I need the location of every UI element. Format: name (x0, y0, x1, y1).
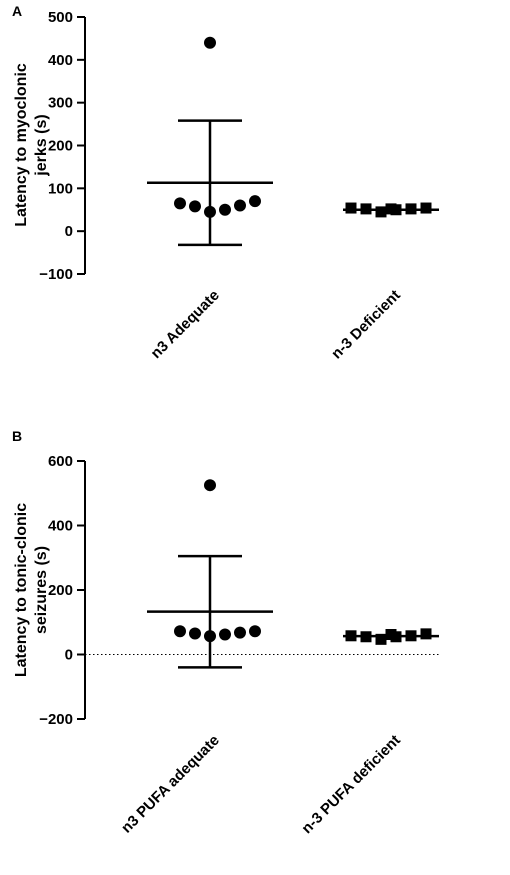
panel-letter: B (12, 428, 22, 444)
data-point (234, 626, 246, 639)
y-tick-label: 0 (65, 223, 73, 240)
category-label: n3 Adequate (148, 287, 223, 362)
data-point (249, 625, 261, 638)
y-axis-label-line: jerks (s) (33, 114, 50, 176)
data-point (174, 197, 186, 210)
data-point (204, 36, 216, 49)
data-point (174, 625, 186, 638)
y-axis-label: Latency to myoclonic jerks (s) (13, 63, 50, 227)
category-label: n-3 Deficient (328, 287, 404, 363)
y-axis-label-line: Latency to myoclonic (13, 63, 30, 227)
data-point (375, 633, 387, 645)
y-tick-label: 400 (48, 518, 73, 535)
y-tick-label: −100 (39, 266, 73, 283)
y-tick-label: 0 (65, 647, 73, 664)
data-point (420, 628, 432, 640)
data-point (219, 628, 231, 641)
y-tick-label: 600 (48, 453, 73, 470)
y-tick-label: 500 (48, 9, 73, 26)
category-label: n-3 PUFA deficient (298, 732, 403, 837)
y-tick-label: 400 (48, 52, 73, 69)
panel-letter: A (12, 3, 22, 19)
data-point (219, 203, 231, 216)
y-tick-label: −200 (39, 711, 73, 728)
data-point (249, 195, 261, 208)
data-point (204, 479, 216, 492)
y-tick-label: 100 (48, 180, 73, 197)
data-point (420, 202, 432, 214)
category-label: n3 PUFA adequate (118, 732, 223, 837)
data-point (189, 200, 201, 213)
y-tick-label: 300 (48, 95, 73, 112)
data-point (345, 202, 357, 214)
data-point (189, 627, 201, 640)
y-tick-label: 200 (48, 582, 73, 599)
data-point (234, 199, 246, 212)
y-axis-label: Latency to tonic-clonic seizures (s) (13, 503, 50, 677)
y-axis-label-line: Latency to tonic-clonic (13, 503, 30, 677)
y-axis-label-line: seizures (s) (33, 546, 50, 634)
y-tick-label: 200 (48, 138, 73, 155)
data-point (375, 206, 387, 218)
